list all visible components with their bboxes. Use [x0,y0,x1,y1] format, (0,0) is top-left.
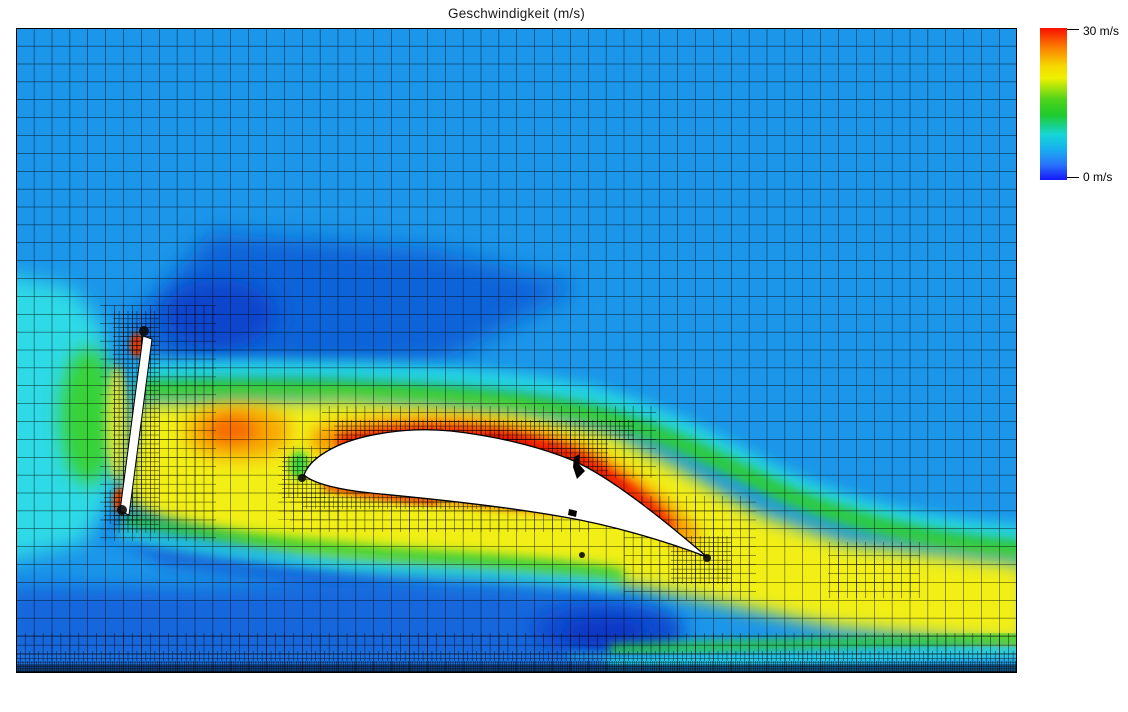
colorbar-tick-max [1067,29,1079,30]
surface-probe-tab [573,454,585,479]
colorbar-max-label: 30 m/s [1083,24,1120,38]
mesh-region-g9 [16,633,1017,651]
ground-dense-cells-strip [16,665,1017,673]
velocity-field-svg [16,28,1017,673]
figure-title: Geschwindigkeit (m/s) [448,6,585,21]
fine-mesh-cluster [703,554,711,562]
fine-mesh-cluster [298,474,306,482]
mesh-region-g22 [16,661,1017,673]
plot-border [16,28,1017,673]
mesh-region-g9 [828,542,920,598]
colorbar-min-label: 0 m/s [1083,170,1113,184]
fine-mesh-cluster [139,326,149,336]
fine-mesh-cluster [579,552,585,558]
slat-body [119,335,153,516]
fine-mesh-cluster [117,505,127,515]
colorbar: 30 m/s 0 m/s [1040,22,1128,194]
airfoil-body [303,429,708,558]
colorbar-gradient [1040,28,1067,180]
velocity-field-plot [16,28,1017,673]
lower-surface-tick [568,509,577,517]
mesh-region-g45 [16,651,1017,661]
colorbar-tick-min [1067,177,1079,178]
